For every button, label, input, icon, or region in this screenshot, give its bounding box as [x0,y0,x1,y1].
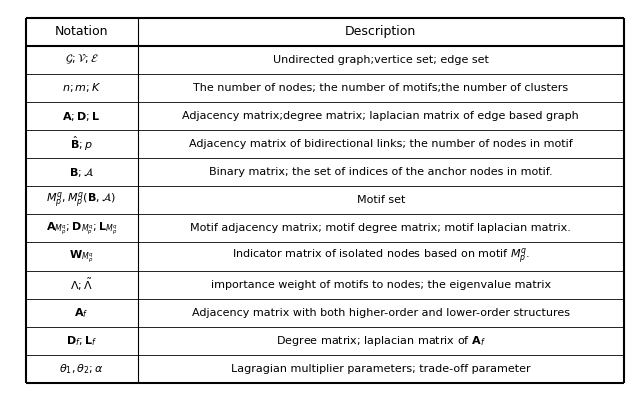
Text: Degree matrix; laplacian matrix of $\mathbf{A}_f$: Degree matrix; laplacian matrix of $\mat… [276,334,486,348]
Text: $\hat{\mathbf{B}};p$: $\hat{\mathbf{B}};p$ [70,135,93,153]
Text: $\mathbf{A}_f$: $\mathbf{A}_f$ [74,306,89,320]
Text: Adjacency matrix of bidirectional links; the number of nodes in motif: Adjacency matrix of bidirectional links;… [189,139,573,149]
Text: Motif adjacency matrix; motif degree matrix; motif laplacian matrix.: Motif adjacency matrix; motif degree mat… [190,223,572,233]
Text: $\mathbf{D}_f;\mathbf{L}_f$: $\mathbf{D}_f;\mathbf{L}_f$ [66,334,97,348]
Text: Indicator matrix of isolated nodes based on motif $M_p^q$.: Indicator matrix of isolated nodes based… [232,247,530,266]
Text: Lagragian multiplier parameters; trade-off parameter: Lagragian multiplier parameters; trade-o… [231,364,531,374]
Text: $\mathbf{W}_{M_p^q}$: $\mathbf{W}_{M_p^q}$ [69,248,94,265]
Text: $\mathbf{A}_{M_p^q};\mathbf{D}_{M_p^q};\mathbf{L}_{M_p^q}$: $\mathbf{A}_{M_p^q};\mathbf{D}_{M_p^q};\… [45,220,118,237]
Text: Notation: Notation [55,25,108,38]
Text: Adjacency matrix with both higher-order and lower-order structures: Adjacency matrix with both higher-order … [192,308,570,318]
Text: The number of nodes; the number of motifs;the number of clusters: The number of nodes; the number of motif… [193,83,568,93]
Text: $\Lambda;\tilde{\Lambda}$: $\Lambda;\tilde{\Lambda}$ [70,277,93,293]
Text: $\mathbf{A};\mathbf{D};\mathbf{L}$: $\mathbf{A};\mathbf{D};\mathbf{L}$ [62,110,101,123]
Text: Binary matrix; the set of indices of the anchor nodes in motif.: Binary matrix; the set of indices of the… [209,167,552,177]
Text: $M_p^q, M_p^q(\mathbf{B},\mathcal{A})$: $M_p^q, M_p^q(\mathbf{B},\mathcal{A})$ [47,191,116,210]
Text: Description: Description [345,25,417,38]
Text: Motif set: Motif set [356,195,405,205]
Text: $\theta_1,\theta_2;\alpha$: $\theta_1,\theta_2;\alpha$ [59,362,104,376]
Text: $\mathcal{G};\mathcal{V};\mathcal{E}$: $\mathcal{G};\mathcal{V};\mathcal{E}$ [65,53,99,67]
Text: Adjacency matrix;degree matrix; laplacian matrix of edge based graph: Adjacency matrix;degree matrix; laplacia… [182,111,579,121]
Text: $n;m;K$: $n;m;K$ [61,82,102,95]
Text: importance weight of motifs to nodes; the eigenvalue matrix: importance weight of motifs to nodes; th… [211,280,551,290]
Text: $\mathbf{B};\mathcal{A}$: $\mathbf{B};\mathcal{A}$ [69,166,94,179]
Text: Undirected graph;vertice set; edge set: Undirected graph;vertice set; edge set [273,55,489,65]
